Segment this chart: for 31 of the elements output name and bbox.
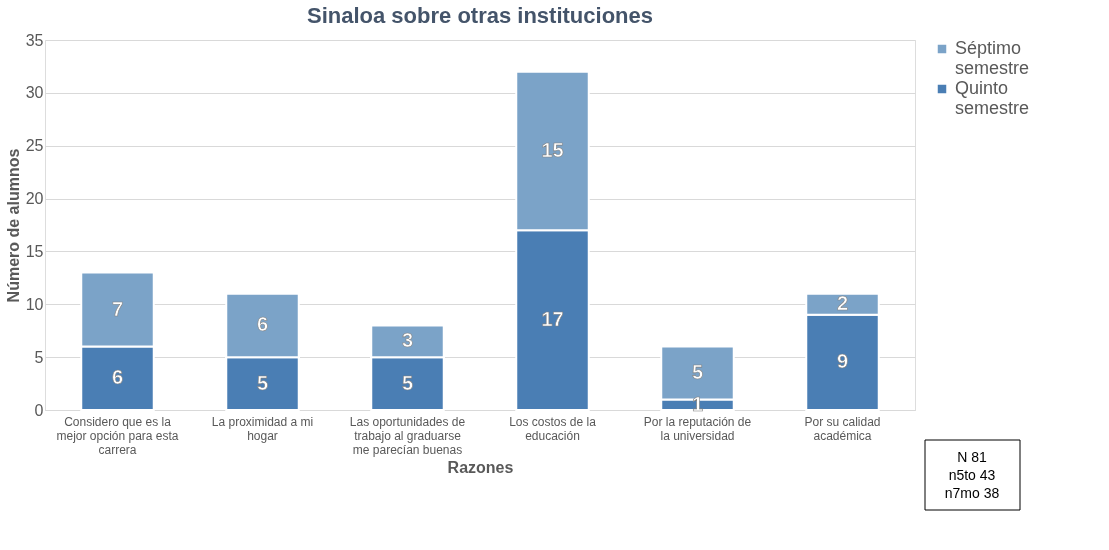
- data-label: 5: [401, 371, 414, 394]
- data-label: 6: [256, 313, 269, 336]
- data-label: 5: [691, 361, 704, 383]
- x-tick-label: Por su calidad académica: [804, 414, 881, 443]
- y-tick-label: 15: [25, 242, 44, 260]
- y-tick-label: 10: [25, 295, 44, 313]
- data-label: 2: [836, 292, 849, 315]
- data-label: 3: [401, 329, 414, 352]
- y-tick-label: 35: [25, 31, 44, 49]
- data-label: 5: [256, 371, 269, 394]
- data-label: 9: [836, 350, 849, 373]
- data-label: 17: [541, 308, 564, 331]
- x-tick-label: Por la reputación de la universidad: [643, 414, 752, 443]
- y-tick-label: 30: [25, 84, 44, 102]
- x-tick-label: La proximidad a mi hogar: [211, 414, 314, 443]
- x-tick-label: Las oportunidades de trabajo al graduarse me parecían buenas: [349, 414, 466, 457]
- text: N 81 n5to 43 n7mo 38: [944, 449, 1000, 501]
- y-axis-title: Número de alumnos: [4, 148, 22, 303]
- y-tick-label: 0: [34, 401, 44, 419]
- chart-title: Sinaloa sobre otras instituciones: [307, 3, 653, 28]
- x-tick-label: Considero que es la mejor opción para esta carrera: [56, 414, 179, 457]
- data-label: 7: [111, 297, 124, 320]
- y-tick-label: 5: [34, 348, 44, 366]
- legend-label: Séptimo semestre: [955, 38, 1030, 78]
- data-label: 15: [541, 139, 564, 161]
- x-tick-label: Los costos de la educación: [509, 414, 597, 443]
- y-tick-label: 20: [25, 190, 44, 208]
- x-axis-title: Razones: [447, 458, 514, 476]
- legend-label: Quinto semestre: [955, 78, 1030, 118]
- y-tick-label: 25: [25, 137, 44, 155]
- data-label: 6: [111, 366, 124, 389]
